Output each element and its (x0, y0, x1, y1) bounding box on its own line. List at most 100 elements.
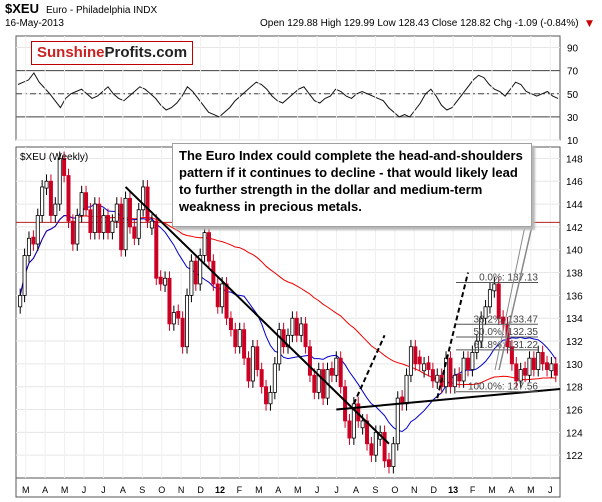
candle-body-26 (132, 226, 137, 239)
x-tick-label-16: J (334, 485, 339, 495)
price-y-tick-11: 144 (566, 200, 583, 211)
candle-body-32 (158, 276, 163, 285)
x-tick-label-19: O (391, 485, 398, 495)
x-tick-label-10: 12 (215, 485, 225, 495)
rally-dashed-line (352, 334, 386, 405)
logo-part1: Sunshine (37, 44, 105, 61)
x-tick-label-24: M (488, 485, 496, 495)
price-y-tick-7: 136 (566, 291, 583, 302)
candle-body-106 (483, 306, 488, 319)
candle-body-17 (92, 203, 97, 234)
neckline (336, 387, 561, 411)
candle-body-86 (395, 397, 400, 445)
instrument-name: Euro - Philadelphia INDX (46, 5, 157, 16)
x-tick-label-0: M (22, 485, 30, 495)
candle-body-13 (75, 215, 80, 245)
candle-body-99 (452, 374, 457, 388)
candle-body-91 (417, 356, 422, 365)
x-tick-label-27: J (548, 485, 553, 495)
candle-body-68 (316, 369, 321, 393)
candle-body-29 (145, 186, 150, 222)
candle-body-112 (509, 346, 514, 365)
candle-body-33 (163, 277, 168, 286)
candle-body-79 (365, 420, 370, 445)
candle-body-55 (259, 369, 264, 388)
candle-body-114 (518, 369, 523, 382)
candle-body-119 (540, 352, 545, 365)
candle-body-12 (70, 220, 75, 245)
rsi-y-tick-0: 10 (567, 136, 579, 147)
candle-body-8 (53, 203, 58, 216)
candle-body-3 (31, 236, 36, 245)
moving-average-short (19, 203, 557, 433)
x-tick-label-21: D (430, 485, 437, 495)
candle-body-65 (303, 323, 308, 348)
candle-body-93 (426, 362, 431, 370)
candle-body-71 (329, 368, 334, 376)
candle-body-94 (430, 369, 435, 382)
x-tick-label-11: F (237, 485, 243, 495)
candle-body-22 (114, 203, 119, 222)
declining-trendline (124, 186, 390, 445)
candle-body-53 (250, 346, 255, 382)
candle-body-30 (149, 220, 154, 229)
x-tick-label-1: A (42, 485, 48, 495)
rsi-y-tick-1: 30 (567, 113, 579, 124)
price-y-tick-10: 142 (566, 223, 583, 234)
candle-body-100 (457, 373, 462, 382)
x-tick-label-5: A (120, 485, 126, 495)
annotation-pointer (498, 225, 533, 371)
candle-body-56 (264, 386, 269, 405)
candle-body-115 (523, 368, 528, 376)
annotation-box: The Euro Index could complete the head-a… (172, 143, 532, 227)
candle-body-121 (549, 363, 554, 372)
candle-body-49 (233, 329, 238, 348)
price-y-tick-12: 146 (566, 177, 583, 188)
x-tick-label-7: O (158, 485, 165, 495)
price-y-tick-1: 124 (566, 428, 583, 439)
candle-body-14 (79, 192, 84, 216)
x-tick-label-14: M (294, 485, 302, 495)
candle-body-37 (180, 317, 185, 348)
fib-label-3: 61.8%: 131.22 (474, 340, 539, 351)
x-tick-label-8: N (178, 485, 185, 495)
candle-body-27 (136, 209, 141, 239)
candle-body-62 (290, 317, 295, 336)
candle-body-6 (44, 180, 49, 189)
x-tick-label-3: J (82, 485, 87, 495)
candle-body-5 (40, 186, 45, 216)
rsi-y-tick-4: 90 (567, 44, 579, 55)
x-axis-frame (15, 477, 561, 498)
candle-body-84 (386, 459, 391, 467)
candle-body-74 (343, 386, 348, 422)
rally-dashed-line-2 (436, 272, 469, 399)
candle-body-47 (224, 283, 229, 319)
x-tick-label-6: S (139, 485, 145, 495)
candle-body-118 (536, 352, 541, 370)
candle-body-16 (88, 209, 93, 234)
rsi-y-tick-3: 70 (567, 67, 579, 78)
candle-body-80 (369, 443, 374, 456)
logo-part2: Profits.com (104, 44, 188, 61)
candle-body-9 (57, 158, 62, 205)
candle-body-25 (127, 197, 132, 228)
price-panel-title: $XEU (Weekly) (20, 152, 88, 163)
x-tick-label-25: A (508, 485, 514, 495)
candle-body-15 (84, 192, 89, 211)
candle-body-78 (360, 420, 365, 429)
candle-body-39 (189, 260, 194, 296)
candle-body-72 (334, 357, 339, 376)
annotation-pointer-2 (494, 225, 526, 371)
candle-body-19 (101, 215, 106, 234)
candle-body-92 (422, 363, 427, 372)
price-y-tick-5: 132 (566, 337, 583, 348)
candle-body-83 (382, 431, 387, 462)
candle-body-52 (246, 357, 251, 382)
candle-body-57 (268, 391, 273, 405)
candle-body-104 (474, 340, 479, 353)
x-tick-label-20: N (411, 485, 418, 495)
candle-body-11 (66, 175, 71, 222)
x-tick-label-26: M (527, 485, 535, 495)
x-tick-label-18: S (372, 485, 378, 495)
candle-body-64 (299, 323, 304, 336)
